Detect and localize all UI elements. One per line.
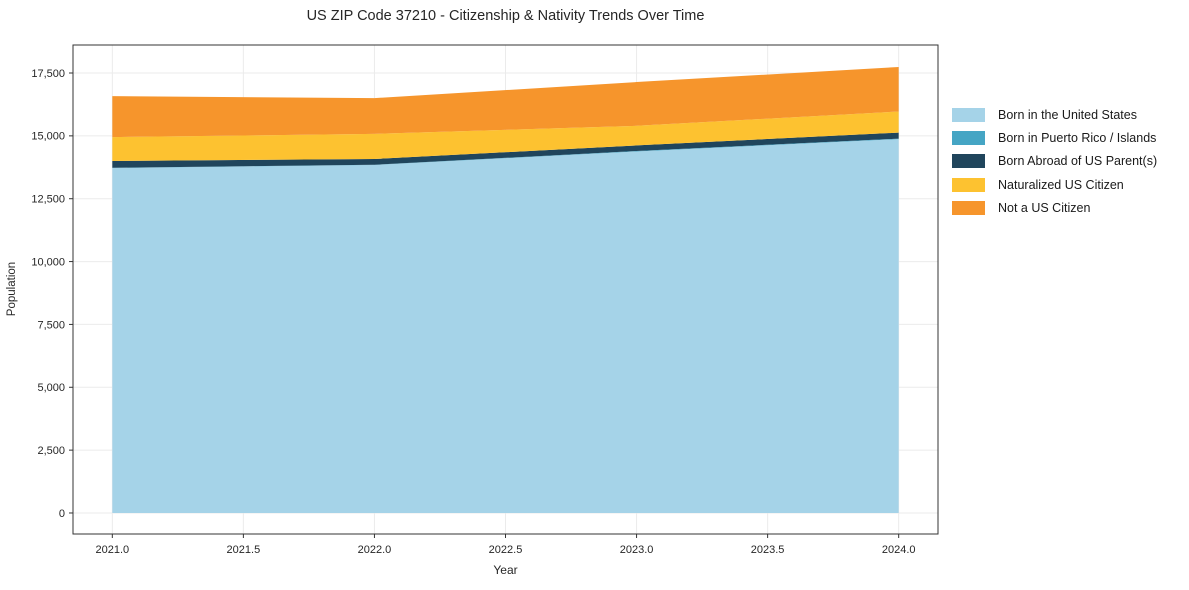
y-tick-label: 2,500 bbox=[37, 445, 65, 457]
y-tick-label: 5,000 bbox=[37, 382, 65, 394]
x-tick-label: 2022.5 bbox=[489, 544, 523, 556]
x-tick-label: 2023.0 bbox=[620, 544, 654, 556]
legend: Born in the United States Born in Puerto … bbox=[952, 103, 1157, 219]
x-tick-label: 2021.5 bbox=[227, 544, 261, 556]
x-tick-label: 2021.0 bbox=[95, 544, 129, 556]
legend-item-4: Not a US Citizen bbox=[952, 196, 1157, 219]
y-axis-label: Population bbox=[6, 261, 18, 317]
y-tick-label: 15,000 bbox=[31, 131, 65, 143]
legend-swatch bbox=[952, 154, 985, 169]
x-tick-label: 2022.0 bbox=[358, 544, 392, 556]
chart-title: US ZIP Code 37210 - Citizenship & Nativi… bbox=[306, 8, 705, 24]
legend-swatch bbox=[952, 130, 985, 145]
legend-label: Born in Puerto Rico / Islands bbox=[998, 130, 1157, 145]
legend-swatch bbox=[952, 177, 985, 192]
area-born-in-the-united-states bbox=[112, 139, 899, 513]
y-tick-label: 12,500 bbox=[31, 194, 65, 206]
y-tick-label: 7,500 bbox=[37, 319, 65, 331]
legend-item-2: Born Abroad of US Parent(s) bbox=[952, 150, 1157, 173]
x-tick-label: 2023.5 bbox=[751, 544, 785, 556]
area-naturalized-us-citizen bbox=[112, 111, 899, 162]
x-tick-label: 2024.0 bbox=[882, 544, 916, 556]
legend-item-0: Born in the United States bbox=[952, 103, 1157, 126]
legend-label: Not a US Citizen bbox=[998, 200, 1091, 215]
area-born-abroad-of-us-parent-s- bbox=[112, 132, 899, 168]
y-tick-label: 0 bbox=[59, 508, 65, 520]
legend-item-3: Naturalized US Citizen bbox=[952, 173, 1157, 196]
legend-swatch bbox=[952, 200, 985, 215]
legend-label: Naturalized US Citizen bbox=[998, 177, 1124, 192]
area-not-a-us-citizen bbox=[112, 66, 899, 138]
legend-label: Born Abroad of US Parent(s) bbox=[998, 154, 1158, 169]
legend-item-1: Born in Puerto Rico / Islands bbox=[952, 126, 1157, 149]
legend-swatch bbox=[952, 107, 985, 122]
x-axis-label: Year bbox=[493, 563, 518, 577]
legend-label: Born in the United States bbox=[998, 107, 1137, 122]
y-tick-label: 10,000 bbox=[31, 256, 65, 268]
y-tick-label: 17,500 bbox=[31, 68, 65, 80]
